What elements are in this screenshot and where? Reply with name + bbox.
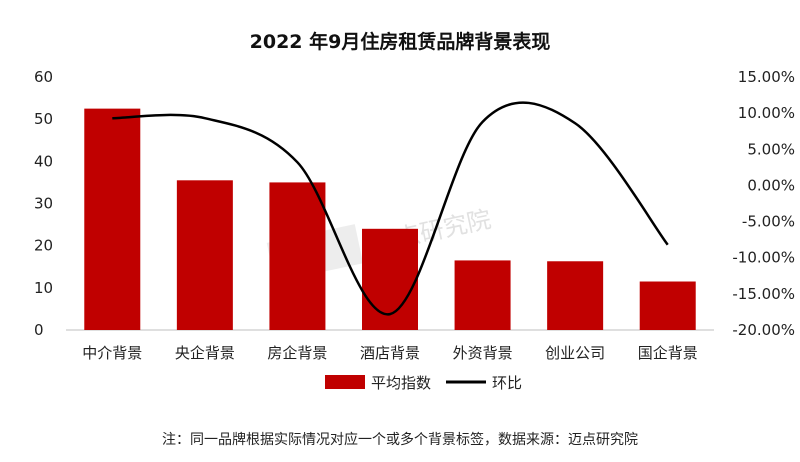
right-tick-label: -20.00% [732, 321, 795, 339]
bar-series [84, 109, 695, 330]
chart-title: 2022 年9月住房租赁品牌背景表现 [250, 30, 551, 53]
category-label: 房企背景 [267, 344, 327, 362]
bar [455, 260, 511, 330]
right-tick-label: 10.00% [738, 104, 795, 122]
left-tick-label: 30 [34, 195, 53, 213]
left-tick-label: 10 [34, 279, 53, 297]
bar [547, 261, 603, 330]
category-label: 酒店背景 [360, 344, 420, 362]
category-label: 外资背景 [453, 344, 513, 362]
left-tick-label: 20 [34, 237, 53, 255]
legend-label-line: 环比 [492, 374, 522, 392]
left-axis-ticks: 0 10 20 30 40 50 60 [34, 68, 53, 339]
category-label: 中介背景 [82, 344, 142, 362]
left-tick-label: 60 [34, 68, 53, 86]
category-label: 央企背景 [175, 344, 235, 362]
right-axis-ticks: -20.00% -15.00% -10.00% -5.00% 0.00% 5.00% 10.… [732, 68, 795, 339]
category-label: 国企背景 [638, 344, 698, 362]
right-tick-label: -10.00% [732, 249, 795, 267]
left-tick-label: 50 [34, 110, 53, 128]
right-tick-label: 0.00% [747, 176, 795, 194]
right-tick-label: 15.00% [738, 68, 795, 86]
category-labels: 中介背景 央企背景 房企背景 酒店背景 外资背景 创业公司 国企背景 [82, 344, 697, 362]
right-tick-label: -15.00% [732, 285, 795, 303]
bar [177, 180, 233, 330]
left-tick-label: 0 [34, 321, 44, 339]
legend: 平均指数 环比 [325, 374, 522, 392]
bar [269, 182, 325, 330]
right-tick-label: 5.00% [747, 140, 795, 158]
bar [640, 282, 696, 330]
legend-swatch-bar [325, 375, 365, 389]
bar [84, 109, 140, 330]
footnote: 注：同一品牌根据实际情况对应一个或多个背景标签，数据来源：迈点研究院 [162, 431, 638, 448]
right-tick-label: -5.00% [742, 213, 795, 231]
category-label: 创业公司 [545, 344, 605, 362]
legend-label-bar: 平均指数 [371, 374, 431, 392]
left-tick-label: 40 [34, 152, 53, 170]
